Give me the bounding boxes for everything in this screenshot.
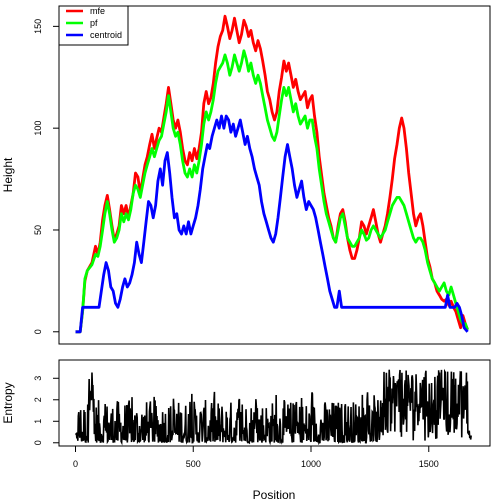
height-y-tick-label: 150 xyxy=(33,19,43,34)
legend: mfe pf centroid xyxy=(58,5,129,46)
entropy-line xyxy=(74,368,472,446)
series-line-pf xyxy=(75,49,469,334)
position-x-label: Position xyxy=(253,488,296,502)
height-y-tick-label: 50 xyxy=(33,225,43,235)
legend-pf-label: pf xyxy=(90,18,98,28)
height-y-tick-label: 0 xyxy=(33,329,43,334)
entropy-plot-frame xyxy=(58,359,491,447)
entropy-y-tick-label: 2 xyxy=(33,397,43,402)
position-x-tick-label: 0 xyxy=(73,459,78,469)
height-y-tick-label: 100 xyxy=(33,121,43,136)
entropy-y-tick-label: 0 xyxy=(33,440,43,445)
entropy-y-axis: 0 1 2 3 xyxy=(33,376,59,445)
height-series xyxy=(75,14,469,334)
position-x-tick-label: 500 xyxy=(186,459,201,469)
legend-mfe-label: mfe xyxy=(90,6,105,16)
entropy-y-label: Entropy xyxy=(1,382,15,423)
position-x-tick-label: 1000 xyxy=(301,459,321,469)
height-y-label: Height xyxy=(1,157,15,192)
entropy-plot: 0 1 2 3 0 500 1000 1500 Entropy Position xyxy=(1,359,491,502)
height-y-axis: 0 50 100 150 xyxy=(33,19,59,334)
entropy-series xyxy=(74,368,472,446)
legend-box xyxy=(58,5,129,46)
entropy-y-tick-label: 3 xyxy=(33,376,43,381)
position-x-tick-label: 1500 xyxy=(419,459,439,469)
height-plot: 0 50 100 150 Height mfe pf centroid xyxy=(1,5,491,345)
position-x-axis: 0 500 1000 1500 xyxy=(73,446,439,469)
legend-centroid-label: centroid xyxy=(90,30,122,40)
series-line-centroid xyxy=(75,114,469,334)
series-line-mfe xyxy=(75,14,469,334)
height-plot-frame xyxy=(58,5,491,345)
entropy-y-tick-label: 1 xyxy=(33,419,43,424)
